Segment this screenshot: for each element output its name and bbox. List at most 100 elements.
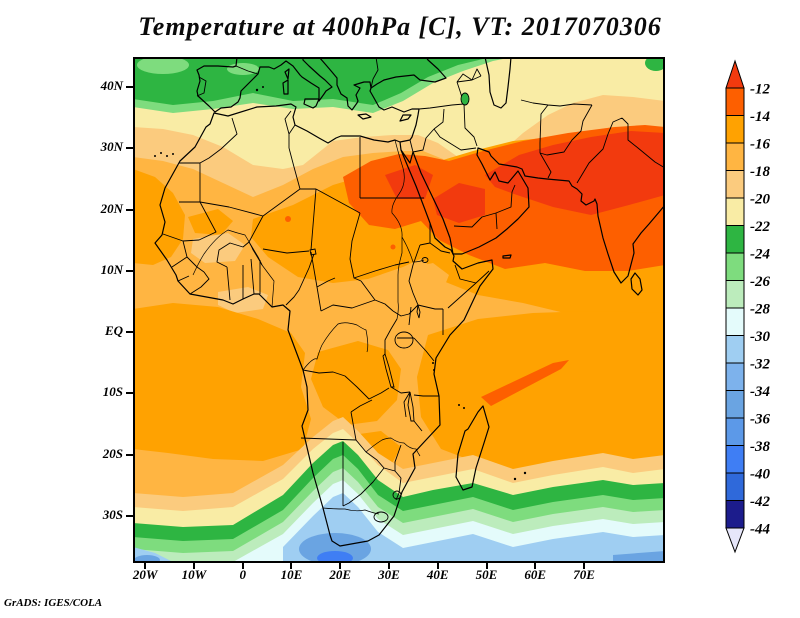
band-north-green [133, 57, 493, 105]
rivers [192, 139, 425, 515]
colorbar-legend: -12 -14 -16 -18 -20 -22 -24 -26 -28 -30 -32 -34 -36 -… [721, 57, 793, 564]
colorbar-segment--40-to--42 [725, 472, 745, 501]
corsica-coastline [284, 68, 290, 80]
colorbar-label--24: -24 [750, 247, 770, 263]
lon-label-40e: 40E [426, 567, 449, 582]
crete-coastline [357, 113, 372, 120]
colorbar-label--20: -20 [750, 192, 770, 208]
green-light-patch [137, 56, 189, 74]
lakes [309, 92, 470, 422]
lon-label-20e: 20E [329, 567, 352, 582]
colorbar-segment--34-to--36 [725, 390, 745, 419]
arabia-asia-coastline [412, 147, 666, 284]
socotra-coastline [502, 254, 512, 259]
colorbar-segment--22-to--24 [725, 225, 745, 254]
lat-label-eq: EQ [104, 323, 123, 339]
sri-lanka-coastline [630, 272, 643, 296]
colorbar-label--40: -40 [750, 467, 770, 483]
lat-tick [126, 392, 133, 395]
lon-tick [192, 563, 195, 569]
lon-tick [144, 563, 147, 569]
lat-tick [126, 453, 133, 456]
lat-label-10s: 10S [102, 384, 123, 400]
colorbar-segment--28-to--30 [725, 307, 745, 336]
sinai-red-sea-coast [400, 149, 414, 164]
border-lesotho [373, 511, 389, 523]
colorbar-label--44: -44 [750, 522, 770, 538]
lon-label-0: 0 [239, 567, 246, 582]
chart-title: Temperature at 400hPa [C], VT: 201707030… [138, 12, 662, 41]
colorbar-label--22: -22 [750, 219, 770, 235]
borders-iran-south-asia [520, 99, 666, 184]
lon-tick [534, 563, 537, 569]
colorbar-segment--14-to--16 [725, 115, 745, 144]
lat-tick [126, 269, 133, 272]
niger-river [192, 229, 275, 308]
lat-label-20s: 20S [102, 445, 123, 461]
lake-tana [421, 257, 429, 263]
colorbar-label--28: -28 [750, 302, 770, 318]
colorbar-svg: -12 -14 -16 -18 -20 -22 -24 -26 -28 -30 -32 -34 -36 -… [725, 59, 770, 554]
nile-river [391, 139, 425, 320]
map-plot-area [133, 55, 667, 565]
lat-label-30s: 30S [102, 506, 123, 522]
madagascar-coastline [455, 405, 490, 491]
zambezi-river [365, 437, 421, 457]
lon-tick [485, 563, 488, 569]
colorbar-label--14: -14 [750, 109, 770, 125]
caspian-coastline [484, 56, 512, 109]
colorbar-label--38: -38 [750, 439, 770, 455]
lat-label-10n: 10N [100, 261, 123, 277]
marmara-link [370, 79, 385, 89]
balkans-greece-turkey-levant-coastline [318, 56, 420, 143]
lon-tick [241, 563, 244, 569]
lat-label-30n: 30N [100, 139, 123, 155]
colorbar-label--34: -34 [750, 384, 770, 400]
black-sea-coastline [383, 56, 447, 83]
red-core-gulf-india [485, 131, 665, 215]
lake-tanganyika [382, 353, 395, 388]
colorbar-label--18: -18 [750, 164, 770, 180]
lat-tick [126, 147, 133, 150]
borders-central-africa [310, 212, 410, 312]
colorbar-label--16: -16 [750, 137, 770, 153]
grads-attribution: GrADS: IGES/COLA [4, 597, 103, 609]
lat-tick [126, 514, 133, 517]
lat-tick [126, 331, 133, 334]
lon-label-30e: 30E [378, 567, 400, 582]
lat-label-40n: 40N [100, 78, 123, 93]
red-core-arabia [433, 183, 485, 223]
lon-tick [436, 563, 439, 569]
lon-label-50e: 50E [475, 567, 498, 582]
lon-label-10w: 10W [181, 567, 207, 582]
lon-label-70e: 70E [573, 567, 595, 582]
hot-speck [390, 244, 396, 250]
colorbar-label--42: -42 [750, 494, 770, 510]
lon-tick [290, 563, 293, 569]
borders-europe [196, 56, 379, 97]
borders-horn-east-africa [384, 223, 490, 397]
lake-victoria [394, 331, 414, 349]
colorbar-label--26: -26 [750, 274, 770, 290]
colorbar-label--36: -36 [750, 412, 770, 428]
colorbar-label--30: -30 [750, 329, 770, 345]
cyprus-coastline [399, 114, 412, 122]
band-south-palecyan [133, 480, 665, 564]
borders-southern-africa [300, 369, 423, 507]
lon-label-10e: 10E [280, 567, 303, 582]
lat-tick [126, 208, 133, 211]
lon-label-20w: 20W [132, 567, 158, 582]
orange-river [322, 507, 380, 515]
congo-river [302, 322, 369, 371]
colorbar-segment--24-to--26 [725, 252, 745, 281]
deep-orange-south-atlantic [133, 303, 311, 461]
deep-orange-indian-ocean [417, 311, 665, 487]
colorbar-segment--18-to--20 [725, 170, 745, 199]
lon-label-60e: 60E [524, 567, 547, 582]
colorbar-triangle-hot [725, 59, 745, 89]
lake-malawi [407, 391, 415, 422]
colorbar-segment--30-to--32 [725, 335, 745, 364]
blue-cape [299, 533, 371, 565]
hot-streak-east-madagascar [481, 360, 569, 406]
